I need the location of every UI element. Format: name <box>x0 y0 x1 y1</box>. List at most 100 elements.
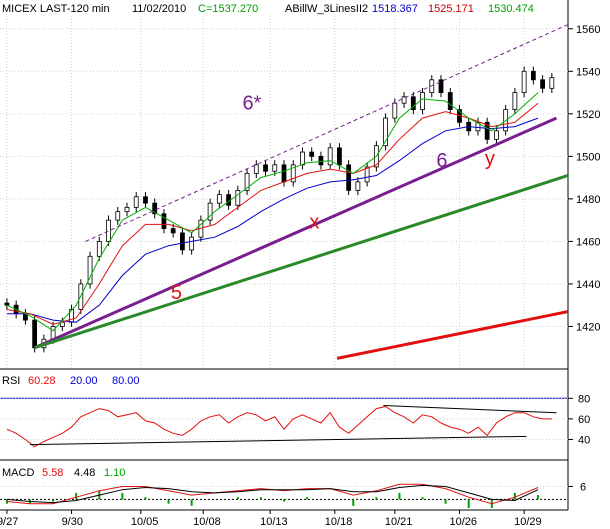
candle-body <box>272 164 278 172</box>
candle-body <box>281 164 287 183</box>
rsi-y-tick-label: 40 <box>578 434 590 446</box>
candle-body <box>106 219 111 242</box>
candle-body <box>152 202 158 215</box>
rsi-line <box>6 405 552 448</box>
candle-body <box>355 181 361 191</box>
macd-value-3: 1.10 <box>104 467 125 479</box>
indicator-label: ABillW_3LinesII2 <box>285 3 368 15</box>
candle-body <box>530 70 536 81</box>
rsi-trend-line <box>383 405 557 414</box>
symbol-label: MICEX LAST-120 min <box>2 3 110 15</box>
rsi-trend-line <box>30 435 527 446</box>
candle-body <box>161 213 167 230</box>
x-tick-label: 9/27 <box>0 516 18 528</box>
price-y-tick-label: 1520 <box>576 109 600 121</box>
candle-body <box>32 319 38 349</box>
price-plot: 6* 6 y x 5 <box>4 24 569 360</box>
indicator-value-red: 1525.171 <box>428 3 474 15</box>
candle-body <box>410 96 416 110</box>
macd-value-1: 5.58 <box>42 467 63 479</box>
wave-label: 6 <box>436 150 447 172</box>
candle-body <box>346 164 352 191</box>
candle-body <box>521 70 527 93</box>
candle-body <box>484 121 490 140</box>
x-tick-label: 10/18 <box>325 516 353 528</box>
macd-value-2: 4.48 <box>74 467 95 479</box>
ma-green-line <box>6 92 539 332</box>
candle-body <box>207 202 213 221</box>
candle-body <box>540 79 546 89</box>
candle-body <box>180 232 185 251</box>
macd-y-axis: 6 <box>568 481 586 493</box>
candle-body <box>290 164 296 183</box>
candle-body <box>392 102 398 119</box>
x-tick-label: 10/08 <box>193 516 221 528</box>
candle-body <box>263 164 268 172</box>
candle-body <box>401 96 407 104</box>
price-header: MICEX LAST-120 min 11/02/2010 C=1537.270… <box>2 3 534 15</box>
macd-line <box>6 484 539 504</box>
price-y-tick-label: 1480 <box>576 194 600 206</box>
candle-body <box>420 92 425 110</box>
x-tick-label: 10/29 <box>514 516 542 528</box>
candle-body <box>327 147 333 166</box>
price-y-tick-label: 1560 <box>576 24 600 36</box>
candle-body <box>512 92 518 110</box>
macd-plot <box>0 483 568 508</box>
candle-body <box>50 326 56 340</box>
candle-body <box>318 155 324 166</box>
candle-body <box>170 228 176 234</box>
candle-body <box>300 151 305 166</box>
x-tick-label: 10/26 <box>449 516 477 528</box>
rsi-high-level: 80.00 <box>112 375 140 387</box>
price-y-tick-label: 1440 <box>576 279 600 291</box>
wave-label: y <box>485 148 495 170</box>
candle-body <box>475 121 481 132</box>
macd-header: MACD 5.58 4.48 1.10 <box>2 467 125 479</box>
trend-line <box>336 310 569 360</box>
candle-body <box>143 196 148 204</box>
trend-line <box>34 174 569 350</box>
macd-y-tick-label: 6 <box>580 481 586 493</box>
rsi-header: RSI 60.28 20.00 80.00 <box>2 375 140 387</box>
price-y-tick-label: 1460 <box>576 236 600 248</box>
wave-label: 6* <box>242 93 261 115</box>
candle-body <box>438 79 444 93</box>
candle-body <box>364 166 370 183</box>
indicator-value-blue: 1518.367 <box>372 3 418 15</box>
rsi-plot <box>0 397 568 448</box>
candle-body <box>337 147 342 166</box>
candle-body <box>115 211 121 221</box>
price-y-tick-label: 1420 <box>576 321 600 333</box>
rsi-label: RSI <box>2 375 20 387</box>
candle-body <box>96 241 102 257</box>
wave-label: x <box>309 212 319 234</box>
candle-body <box>87 255 93 285</box>
rsi-value: 60.28 <box>28 375 56 387</box>
candle-body <box>235 189 241 206</box>
rsi-y-tick-label: 80 <box>578 393 590 405</box>
date-label: 11/02/2010 <box>132 3 186 15</box>
candle-body <box>383 117 388 147</box>
candle-body <box>124 206 130 213</box>
x-axis: 9/27 9/30 10/05 10/08 10/13 10/18 10/21 10/26 10… <box>0 510 542 528</box>
candle-body <box>59 321 65 327</box>
candle-body <box>244 172 250 191</box>
price-y-tick-label: 1500 <box>576 151 600 163</box>
x-tick-label: 10/05 <box>131 516 159 528</box>
rsi-y-axis: 40 60 80 <box>568 393 590 446</box>
x-tick-label: 10/21 <box>385 516 413 528</box>
candle-body <box>309 151 315 157</box>
rsi-y-tick-label: 60 <box>578 414 590 426</box>
price-y-tick-label: 1540 <box>576 66 600 78</box>
trend-line <box>34 116 558 350</box>
macd-line <box>6 483 539 505</box>
x-tick-label: 10/13 <box>260 516 288 528</box>
candle-body <box>253 164 259 174</box>
candle-body <box>494 130 499 140</box>
candle-body <box>133 196 139 208</box>
wave-label: 5 <box>171 282 182 304</box>
macd-label: MACD <box>2 467 34 479</box>
ma-blue-line <box>6 117 539 323</box>
